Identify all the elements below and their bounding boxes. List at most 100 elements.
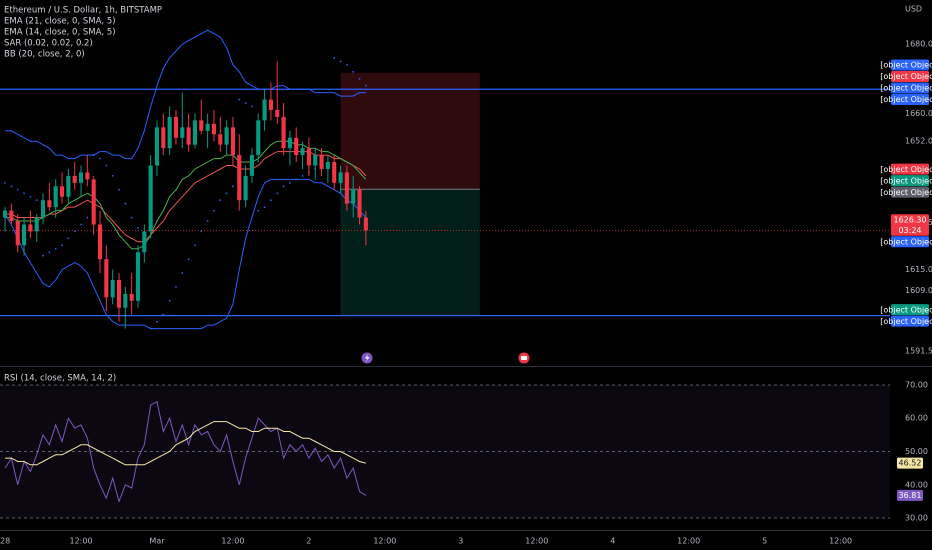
x-tick-label: Mar [149, 537, 165, 546]
candle-body [3, 210, 8, 218]
sar-dot [23, 192, 25, 195]
price-label: [object Object] [880, 188, 932, 197]
sar-dot [289, 181, 291, 184]
price-label: [object Object] [880, 84, 932, 93]
sar-dot [200, 230, 203, 233]
sar-dot [358, 77, 361, 80]
candle-body [78, 172, 84, 183]
candle-body [91, 179, 96, 225]
y-tick-label: 1660.00 [905, 109, 932, 118]
y-tick-label: 60.00 [905, 414, 928, 423]
sar-dot [16, 188, 19, 191]
candle-body [66, 175, 71, 197]
candle-body [243, 175, 248, 201]
candle-body [97, 224, 103, 260]
rsi-title: RSI (14, close, SMA, 14, 2) [4, 374, 116, 384]
price-label: [object Object] [880, 61, 932, 70]
price-label: 1626.30 [893, 216, 926, 225]
x-tick-label: 28 [0, 537, 10, 546]
candle-body [110, 279, 115, 298]
ema-line [5, 151, 367, 243]
candle-body [116, 279, 122, 308]
sar-dot [48, 251, 51, 254]
sar-dot [73, 230, 76, 233]
sar-dot [225, 192, 228, 195]
y-tick-label: 1615.00 [905, 265, 932, 274]
sar-dot [4, 181, 6, 184]
last-value-label: 46.52 [899, 459, 922, 468]
candle-body [135, 252, 141, 301]
sar-dot [213, 209, 215, 212]
candle-body [148, 165, 153, 232]
candle-body [281, 116, 286, 149]
y-tick-label: 70.00 [905, 380, 928, 389]
y-tick-label: 1652.00 [905, 137, 932, 146]
sar-dot [105, 164, 108, 167]
last-value-box [897, 457, 923, 469]
sar-dot [206, 220, 209, 222]
price-label: [object Object] [880, 165, 932, 174]
price-label-box [891, 93, 929, 105]
sar-dot [162, 313, 165, 316]
bb-lower [4, 178, 367, 330]
x-tick-label: 12:00 [221, 537, 244, 546]
candle-body [123, 293, 128, 308]
sar-dot [270, 199, 272, 202]
x-tick-label: 12:00 [69, 537, 92, 546]
candle-body [287, 137, 292, 149]
sar-dot [86, 216, 89, 219]
candle-body [344, 172, 349, 204]
target-zone [340, 189, 480, 316]
sar-dot [54, 247, 57, 250]
event-icon[interactable] [361, 352, 373, 364]
sar-dot [99, 157, 101, 160]
countdown-label: 03:24 [898, 226, 921, 235]
y-tick-label: 30.00 [905, 514, 928, 523]
candle-body [72, 175, 77, 183]
rsi-line [4, 400, 367, 504]
candle-body [275, 109, 280, 117]
sar-dot [156, 320, 158, 323]
price-label: [object Object] [880, 72, 932, 81]
sar-dot [168, 299, 171, 302]
candle-body [59, 186, 65, 197]
sar-dot [352, 70, 355, 73]
candle-body [332, 162, 337, 183]
event-icon[interactable] [518, 352, 530, 364]
legend-entry: BB (20, close, 2, 0) [4, 50, 85, 60]
candle-body [40, 200, 46, 218]
sar-dot [219, 199, 222, 202]
sar-dot [364, 84, 367, 87]
price-label-box [891, 59, 929, 71]
y-tick-label: 1609.00 [905, 286, 932, 295]
event-icon-glyph [365, 354, 370, 362]
candle-body [319, 155, 324, 169]
sar-dot [251, 105, 253, 108]
price-label-box [891, 304, 929, 316]
candle-body [262, 99, 267, 121]
legend-entry: SAR (0.02, 0.02, 0.2) [4, 39, 93, 49]
sar-dot [181, 272, 184, 274]
candle-body [205, 123, 210, 131]
candle-body [230, 127, 236, 156]
price-label: [object Object] [880, 305, 932, 314]
price-label-box [891, 82, 929, 94]
price-label-box [891, 163, 929, 175]
price-label-box [891, 186, 929, 198]
x-tick-label: 4 [610, 537, 615, 546]
sar-dot [175, 286, 177, 288]
candle-body [173, 116, 179, 138]
x-tick-label: 5 [762, 537, 767, 546]
bb-upper [5, 29, 366, 160]
y-tick-label: 40.00 [905, 480, 928, 489]
y-tick-label: 1680.00 [905, 40, 932, 49]
currency-label: USD [905, 5, 922, 14]
candle-body [357, 189, 362, 218]
sar-dot [67, 237, 70, 240]
sar-dot [118, 188, 120, 191]
candle-body [294, 137, 299, 156]
candle-body [338, 172, 343, 183]
sar-dot [238, 98, 241, 101]
sar-dot [42, 254, 44, 257]
